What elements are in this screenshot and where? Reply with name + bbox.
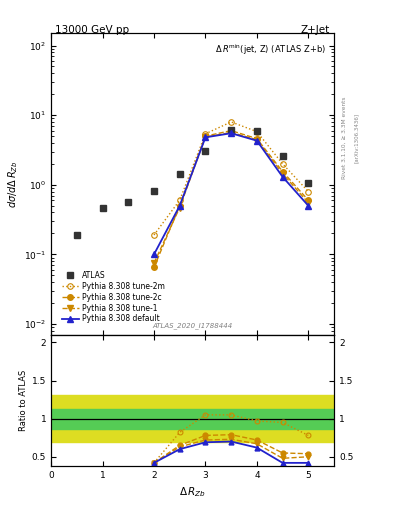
Pythia 8.308 tune-2c	[280, 168, 285, 175]
Text: [arXiv:1306.3436]: [arXiv:1306.3436]	[354, 113, 359, 163]
ATLAS	[100, 204, 105, 210]
Pythia 8.308 tune-2m	[229, 119, 233, 125]
Pythia 8.308 default	[280, 174, 285, 180]
Pythia 8.308 tune-2m	[152, 232, 156, 238]
Text: 13000 GeV pp: 13000 GeV pp	[55, 25, 129, 35]
Legend: ATLAS, Pythia 8.308 tune-2m, Pythia 8.308 tune-2c, Pythia 8.308 tune-1, Pythia 8: ATLAS, Pythia 8.308 tune-2m, Pythia 8.30…	[61, 269, 166, 325]
Pythia 8.308 default	[152, 251, 156, 258]
Pythia 8.308 tune-2c	[255, 136, 259, 142]
Text: Rivet 3.1.10, ≥ 3.3M events: Rivet 3.1.10, ≥ 3.3M events	[342, 97, 347, 180]
Pythia 8.308 tune-2c	[152, 264, 156, 270]
Line: Pythia 8.308 tune-1: Pythia 8.308 tune-1	[151, 130, 311, 266]
ATLAS	[177, 170, 182, 177]
Pythia 8.308 tune-2c	[177, 203, 182, 209]
Text: $\Delta\,R^{\rm min}$(jet, Z) (ATLAS Z+b): $\Delta\,R^{\rm min}$(jet, Z) (ATLAS Z+b…	[215, 42, 325, 57]
Pythia 8.308 tune-1	[152, 260, 156, 266]
Pythia 8.308 tune-1	[177, 204, 182, 210]
Line: Pythia 8.308 tune-2c: Pythia 8.308 tune-2c	[151, 128, 311, 270]
ATLAS	[280, 153, 285, 159]
Text: Z+Jet: Z+Jet	[301, 25, 330, 35]
Pythia 8.308 tune-2c	[306, 197, 311, 203]
Pythia 8.308 tune-1	[306, 200, 311, 206]
Text: ATLAS_2020_I1788444: ATLAS_2020_I1788444	[152, 322, 233, 329]
Pythia 8.308 tune-1	[255, 137, 259, 143]
Pythia 8.308 tune-2m	[255, 129, 259, 135]
Pythia 8.308 default	[177, 203, 182, 209]
Y-axis label: $d\sigma/d\Delta\,R_{Zb}$: $d\sigma/d\Delta\,R_{Zb}$	[6, 160, 20, 208]
Pythia 8.308 default	[229, 130, 233, 136]
ATLAS	[255, 127, 259, 134]
Pythia 8.308 tune-2c	[203, 133, 208, 139]
Pythia 8.308 tune-2m	[177, 197, 182, 203]
Y-axis label: Ratio to ATLAS: Ratio to ATLAS	[19, 370, 28, 431]
Pythia 8.308 tune-2c	[229, 127, 233, 134]
Pythia 8.308 tune-1	[229, 130, 233, 136]
ATLAS	[306, 180, 311, 186]
ATLAS	[203, 147, 208, 154]
Pythia 8.308 tune-1	[280, 170, 285, 177]
Pythia 8.308 tune-1	[203, 134, 208, 140]
ATLAS	[74, 232, 79, 238]
Pythia 8.308 tune-2m	[280, 161, 285, 167]
Line: ATLAS: ATLAS	[74, 126, 311, 238]
Line: Pythia 8.308 default: Pythia 8.308 default	[151, 131, 311, 257]
Pythia 8.308 tune-2m	[306, 188, 311, 195]
Pythia 8.308 tune-2m	[203, 131, 208, 137]
Pythia 8.308 default	[203, 134, 208, 140]
Line: Pythia 8.308 tune-2m: Pythia 8.308 tune-2m	[151, 119, 311, 238]
ATLAS	[152, 188, 156, 194]
ATLAS	[126, 199, 130, 205]
ATLAS	[229, 126, 233, 133]
Pythia 8.308 default	[255, 138, 259, 144]
Pythia 8.308 default	[306, 203, 311, 209]
X-axis label: $\Delta\,R_{Zb}$: $\Delta\,R_{Zb}$	[179, 485, 206, 499]
